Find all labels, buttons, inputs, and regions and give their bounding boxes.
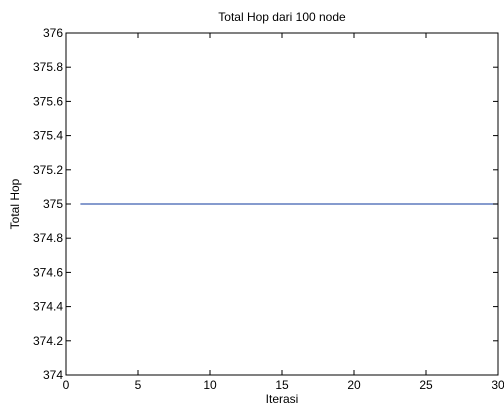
- x-tick-label: 0: [63, 378, 70, 392]
- y-tick-label: 375.8: [33, 60, 63, 74]
- y-tick-label: 375.4: [33, 129, 63, 143]
- y-tick-label: 375.2: [33, 163, 63, 177]
- y-tick-label: 375: [43, 197, 63, 211]
- x-tick-label: 5: [135, 378, 142, 392]
- x-tick-label: 30: [491, 378, 504, 392]
- y-tick-label: 374: [43, 368, 63, 382]
- y-tick-label: 375.6: [33, 94, 63, 108]
- y-tick-label: 376: [43, 26, 63, 40]
- x-axis-label: Iterasi: [266, 392, 299, 406]
- y-tick-label: 374.4: [33, 300, 63, 314]
- y-axis-label: Total Hop: [8, 178, 22, 229]
- ticks-layer: 0 5 10 15 20 25 30 374 374.2 374.4 374.6 374.8 375 37…: [33, 26, 504, 392]
- x-tick-label: 25: [419, 378, 433, 392]
- y-tick-label: 374.2: [33, 334, 63, 348]
- x-tick-label: 15: [275, 378, 289, 392]
- y-tick-label: 374.8: [33, 231, 63, 245]
- chart-title: Total Hop dari 100 node: [218, 10, 346, 24]
- x-tick-label: 20: [347, 378, 361, 392]
- y-tick-label: 374.6: [33, 265, 63, 279]
- x-tick-label: 10: [203, 378, 217, 392]
